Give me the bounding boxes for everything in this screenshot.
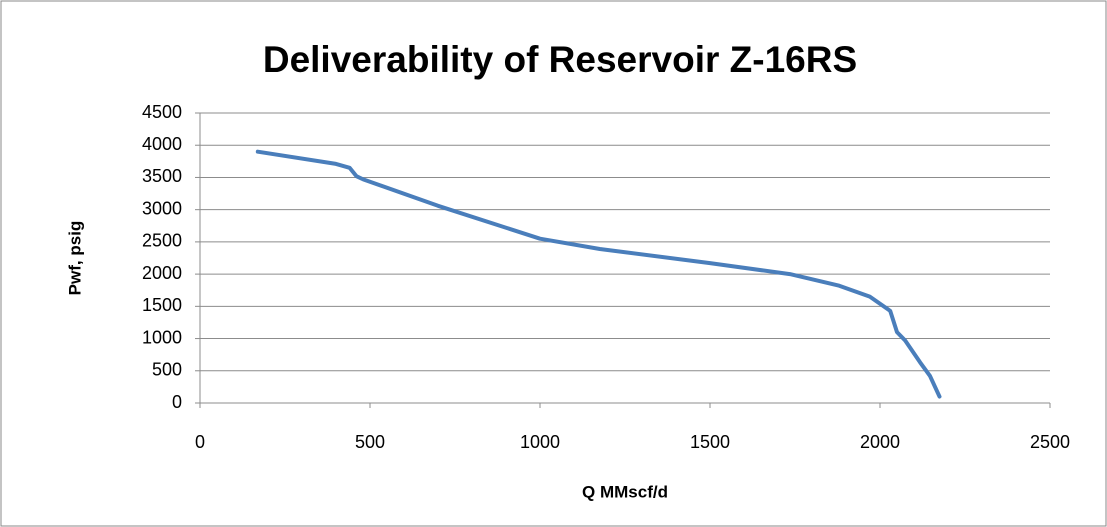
x-tick-label: 1000 <box>520 432 560 452</box>
x-tick-label: 2500 <box>1030 432 1070 452</box>
y-tick-label: 2000 <box>142 263 182 283</box>
y-tick-label: 4500 <box>142 102 182 122</box>
y-tick-label: 1000 <box>142 327 182 347</box>
chart-title: Deliverability of Reservoir Z-16RS <box>263 39 857 80</box>
x-tick-label: 500 <box>355 432 385 452</box>
y-tick-label: 3500 <box>142 166 182 186</box>
y-tick-label: 0 <box>172 392 182 412</box>
y-tick-label: 3000 <box>142 198 182 218</box>
x-tick-label: 0 <box>195 432 205 452</box>
y-axis-label: Pwf, psig <box>65 221 84 296</box>
x-tick-label: 1500 <box>690 432 730 452</box>
y-tick-label: 4000 <box>142 134 182 154</box>
y-tick-label: 1500 <box>142 295 182 315</box>
data-line <box>255 149 942 399</box>
y-tick-label: 2500 <box>142 231 182 251</box>
y-tick-label: 500 <box>152 360 182 380</box>
x-tick-label: 2000 <box>860 432 900 452</box>
x-axis-label: Q MMscf/d <box>582 482 668 501</box>
